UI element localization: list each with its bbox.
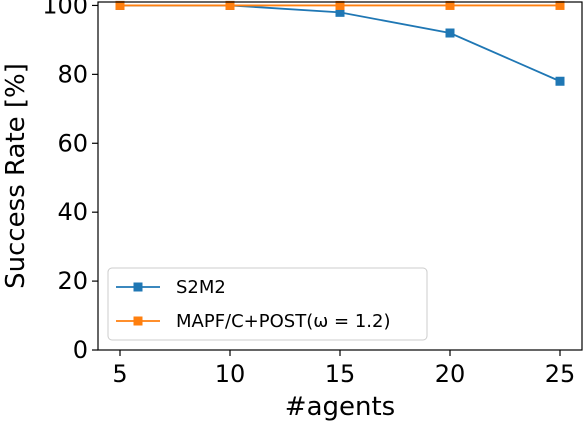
data-point xyxy=(115,0,125,10)
legend-marker xyxy=(133,316,143,326)
y-axis-ticks: 0 20 40 60 80 100 xyxy=(42,0,98,364)
data-point xyxy=(555,0,565,10)
x-tick-label: 10 xyxy=(215,360,246,388)
y-tick-label: 80 xyxy=(57,60,88,88)
plot-frame xyxy=(97,1,583,351)
legend-label: S2M2 xyxy=(176,277,226,298)
legend-marker xyxy=(133,282,143,292)
x-tick-label: 20 xyxy=(435,360,466,388)
y-tick-label: 40 xyxy=(57,198,88,226)
y-axis-label: Success Rate [%] xyxy=(1,63,31,289)
legend: S2M2 MAPF/C+POST(ω = 1.2) xyxy=(107,267,428,341)
data-point xyxy=(225,0,235,10)
legend-label: MAPF/C+POST(ω = 1.2) xyxy=(176,311,390,332)
y-tick-label: 100 xyxy=(42,0,88,19)
y-tick-label: 20 xyxy=(57,267,88,295)
x-axis-ticks: 5 10 15 20 25 xyxy=(112,350,575,388)
data-point xyxy=(445,0,455,10)
series-layer xyxy=(115,0,565,86)
data-point xyxy=(335,7,345,17)
y-tick-label: 0 xyxy=(73,336,88,364)
x-tick-label: 5 xyxy=(112,360,127,388)
x-tick-label: 15 xyxy=(325,360,356,388)
legend-frame xyxy=(107,267,428,341)
data-point xyxy=(335,0,345,10)
x-tick-label: 25 xyxy=(545,360,576,388)
data-point xyxy=(555,76,565,86)
y-tick-label: 60 xyxy=(57,129,88,157)
data-point xyxy=(445,28,455,38)
x-axis-label: #agents xyxy=(285,392,395,422)
